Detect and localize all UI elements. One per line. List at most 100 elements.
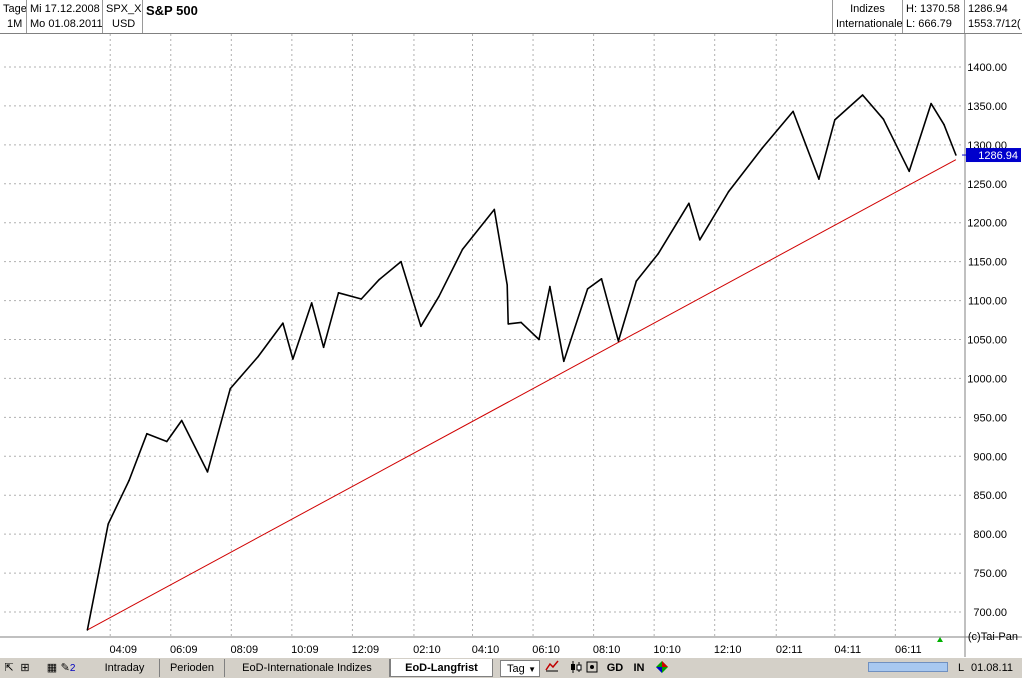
price-point: [337, 291, 340, 294]
price-point: [86, 629, 89, 631]
price-point: [506, 284, 509, 286]
price-point: [549, 285, 551, 288]
x-tick-label: 06:09: [170, 644, 198, 656]
layout-icon[interactable]: ⊞: [20, 662, 30, 674]
scrollbar-thumb[interactable]: [868, 662, 948, 672]
bottom-toolbar: ⇱ ⊞ ▦ ✎2 Intraday Perioden EoD-Internati…: [0, 657, 1022, 678]
y-tick-label: 750.00: [973, 568, 1007, 580]
color-diamond-icon[interactable]: [654, 660, 670, 676]
low-value: L: 666.79: [906, 18, 952, 30]
x-tick-label: 02:10: [413, 644, 441, 656]
x-tick-label: 04:09: [109, 644, 137, 656]
price-point: [322, 346, 325, 349]
price-point: [563, 360, 565, 363]
category-indizes: Indizes: [850, 3, 885, 15]
candlestick-icon[interactable]: [568, 660, 584, 676]
date-label: 01.08.11: [971, 662, 1014, 674]
x-tick-label: 06:11: [895, 644, 922, 656]
pencil-icon[interactable]: ✎2: [60, 662, 76, 674]
price-point: [617, 340, 620, 342]
y-tick-label: 1100.00: [968, 296, 1007, 308]
category-cell[interactable]: Indizes Internationale: [833, 0, 903, 33]
x-tick-label: 06:10: [532, 644, 560, 656]
gd-button[interactable]: GD: [606, 662, 624, 674]
tab-eod-langfrist[interactable]: EoD-Langfrist: [390, 659, 493, 677]
chart-type-icon[interactable]: [544, 660, 560, 676]
calendar-icon[interactable]: ▦: [46, 662, 58, 674]
period-select[interactable]: Tag ▼: [500, 660, 540, 677]
price-point: [761, 147, 764, 149]
symbol-label: SPX_X: [106, 3, 142, 15]
y-tick-label: 1200.00: [967, 218, 1007, 230]
y-tick-label: 1050.00: [967, 335, 1007, 347]
price-point: [180, 419, 183, 422]
plot-background: [0, 34, 1022, 637]
price-point: [165, 440, 168, 443]
x-tick-label: 04:11: [834, 644, 861, 656]
pencil-count: 2: [69, 663, 76, 674]
y-tick-label: 1400.00: [967, 62, 1007, 74]
last-value: 1286.94: [968, 3, 1008, 15]
chevron-down-icon: ▼: [528, 665, 536, 674]
interval-label: 1M: [7, 18, 23, 30]
range-value: 1553.7/12(: [968, 18, 1021, 30]
scroll-marker-icon: [937, 637, 943, 642]
y-tick-label: 1000.00: [967, 373, 1007, 385]
cursor-icon[interactable]: ⇱: [4, 662, 14, 674]
price-point: [882, 118, 885, 120]
category-internationale: Internationale: [836, 18, 903, 30]
price-point: [420, 325, 422, 328]
date-to: Mo 01.08.2011: [30, 18, 103, 30]
period-label: Tage: [3, 3, 27, 15]
chart-canvas[interactable]: 1400.001350.001300.001250.001200.001150.…: [0, 34, 1022, 657]
copyright-label: (c)Tai-Pan: [968, 631, 1018, 643]
price-point: [378, 278, 381, 281]
y-tick-label: 900.00: [973, 451, 1007, 463]
currency-label: USD: [112, 18, 136, 30]
chart-header: Tage 1M Mi 17.12.2008 Mo 01.08.2011 SPX_…: [0, 0, 1022, 34]
price-point: [657, 253, 659, 255]
price-point: [833, 119, 836, 121]
y-tick-label: 700.00: [973, 607, 1007, 619]
high-low-cell: H: 1370.58 L: 666.79: [903, 0, 965, 33]
y-tick-label: 1150.00: [968, 257, 1007, 269]
price-point: [437, 295, 440, 298]
price-chart[interactable]: 1400.00 1350.00 1300.00 1250.00 1200.00 1150.…: [0, 34, 1022, 657]
price-point: [257, 355, 259, 358]
period-cell[interactable]: Tage 1M: [0, 0, 27, 33]
price-point: [400, 260, 402, 263]
y-tick-label: 950.00: [973, 412, 1007, 424]
date-range-cell[interactable]: Mi 17.12.2008 Mo 01.08.2011: [27, 0, 103, 33]
price-point: [282, 322, 284, 324]
instrument-name-cell: S&P 500: [143, 0, 833, 33]
price-point: [955, 154, 957, 156]
price-point: [930, 102, 932, 105]
price-point: [360, 298, 363, 300]
last-value-cell: 1286.94 1553.7/12(: [965, 0, 1022, 33]
instrument-name: S&P 500: [146, 3, 198, 18]
x-tick-label: 10:09: [291, 644, 319, 656]
y-tick-label: 1250.00: [967, 179, 1007, 191]
price-point: [538, 338, 540, 341]
zoom-icon[interactable]: [584, 660, 600, 676]
tab-eod-internationale-indizes[interactable]: EoD-Internationale Indizes: [225, 659, 390, 677]
price-point: [635, 280, 638, 282]
price-point: [292, 358, 294, 360]
y-tick-label: 1350.00: [967, 101, 1007, 113]
tab-intraday[interactable]: Intraday: [90, 659, 160, 677]
scroll-right-button[interactable]: L: [957, 662, 965, 674]
price-point: [507, 323, 510, 325]
symbol-cell[interactable]: SPX_X USD: [103, 0, 143, 33]
x-tick-label: 08:09: [231, 644, 259, 656]
y-tick-label: 800.00: [973, 529, 1007, 541]
in-button[interactable]: IN: [633, 662, 645, 674]
x-tick-label: 04:10: [472, 644, 500, 656]
price-point: [493, 208, 496, 211]
x-tick-label: 12:10: [714, 644, 742, 656]
tab-perioden[interactable]: Perioden: [160, 659, 225, 677]
price-point: [310, 302, 313, 304]
price-point: [600, 277, 603, 280]
price-point: [688, 202, 690, 205]
price-point: [107, 523, 110, 525]
x-tick-label: 02:11: [776, 644, 803, 656]
